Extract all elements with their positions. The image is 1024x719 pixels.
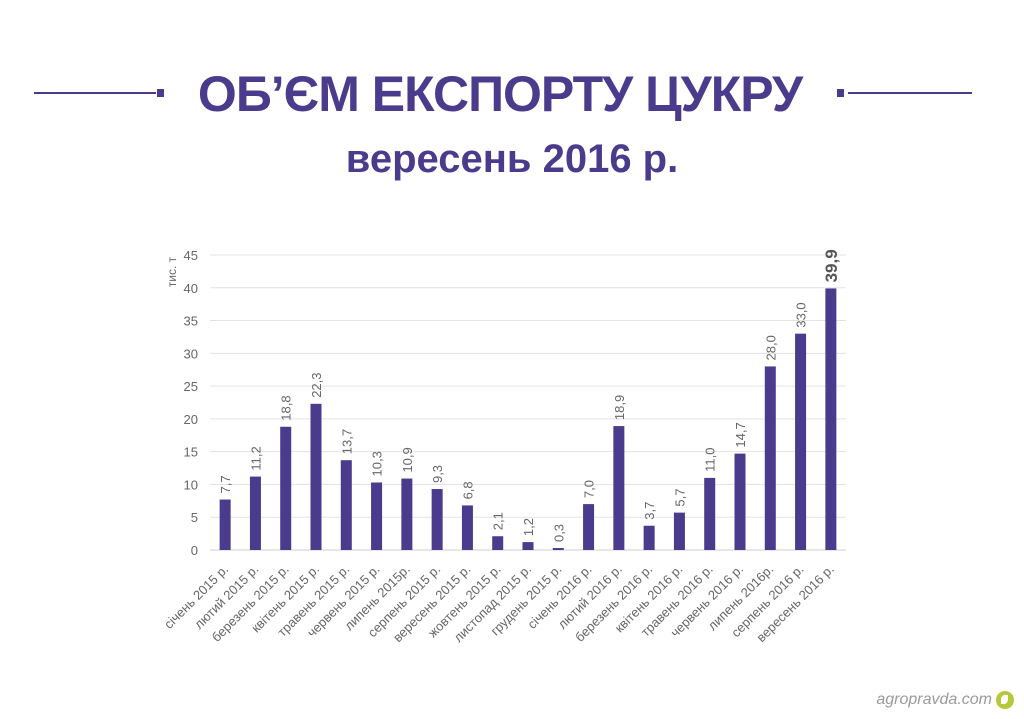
bar (552, 548, 564, 550)
bar (492, 536, 504, 550)
bar (825, 288, 837, 550)
bar (795, 333, 807, 550)
bar (522, 542, 534, 550)
y-tick-label: 20 (184, 412, 198, 427)
bar (340, 460, 352, 550)
data-label: 10,3 (370, 451, 385, 476)
y-tick-label: 30 (184, 346, 198, 361)
y-tick-label: 40 (184, 281, 198, 296)
bar (219, 499, 231, 550)
title-rule-right (848, 92, 972, 94)
bar (401, 478, 413, 550)
y-tick-label: 15 (184, 445, 198, 460)
bar (764, 366, 776, 550)
data-label: 13,7 (339, 429, 354, 454)
data-label: 18,9 (612, 395, 627, 420)
data-label: 22,3 (309, 372, 324, 397)
y-tick-label: 10 (184, 477, 198, 492)
data-label: 11,2 (248, 446, 263, 470)
y-tick-label: 0 (191, 543, 198, 558)
bar (249, 476, 261, 550)
y-tick-label: 45 (184, 248, 198, 263)
data-label: 7,7 (218, 475, 233, 493)
data-label: 10,9 (400, 447, 415, 472)
data-label: 28,0 (763, 335, 778, 360)
title-dot-left (157, 89, 164, 97)
data-label: 3,7 (642, 502, 657, 520)
y-tick-label: 35 (184, 314, 198, 329)
title-row: ОБ’ЄМ ЕКСПОРТУ ЦУКРУ (0, 62, 1024, 132)
watermark-text: agropravda.com (876, 691, 992, 708)
data-label: 2,1 (491, 512, 506, 530)
title-dot-right (837, 89, 844, 97)
data-label: 1,2 (521, 518, 536, 536)
y-axis-label: тис. т (165, 256, 179, 287)
data-label: 18,8 (279, 395, 294, 420)
data-label: 5,7 (672, 489, 687, 507)
bar (431, 489, 443, 550)
page-title: ОБ’ЄМ ЕКСПОРТУ ЦУКРУ (197, 66, 803, 122)
watermark: agropravda.com (876, 690, 1014, 709)
bar (673, 512, 685, 550)
y-tick-label: 25 (184, 379, 198, 394)
data-label: 39,9 (822, 249, 841, 282)
data-label: 0,3 (551, 524, 566, 542)
data-label: 9,3 (430, 465, 445, 483)
title-rule-left (34, 92, 156, 94)
data-label: 7,0 (582, 480, 597, 498)
y-tick-label: 5 (191, 510, 198, 525)
data-label: 11,0 (703, 448, 718, 472)
data-label: 33,0 (794, 302, 809, 327)
leaf-logo-icon (996, 690, 1014, 709)
bar (643, 525, 655, 550)
data-label: 14,7 (733, 422, 748, 447)
bar (461, 505, 473, 550)
bar (583, 504, 595, 550)
bar (613, 426, 625, 550)
bar (280, 426, 292, 550)
bar (704, 477, 716, 550)
bar (310, 403, 322, 550)
page-subtitle: вересень 2016 р. (345, 137, 679, 181)
bar (371, 482, 383, 550)
bar (734, 453, 746, 550)
data-label: 6,8 (460, 481, 475, 499)
